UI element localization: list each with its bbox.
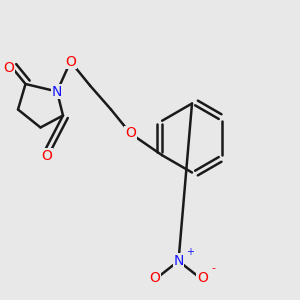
Text: O: O bbox=[125, 127, 136, 140]
Text: N: N bbox=[173, 254, 184, 268]
Text: O: O bbox=[41, 149, 52, 163]
Text: +: + bbox=[186, 247, 194, 257]
Text: O: O bbox=[149, 271, 160, 284]
Text: -: - bbox=[212, 263, 215, 274]
Text: O: O bbox=[197, 271, 208, 284]
Text: N: N bbox=[52, 85, 62, 98]
Text: O: O bbox=[4, 61, 14, 74]
Text: O: O bbox=[65, 55, 76, 68]
